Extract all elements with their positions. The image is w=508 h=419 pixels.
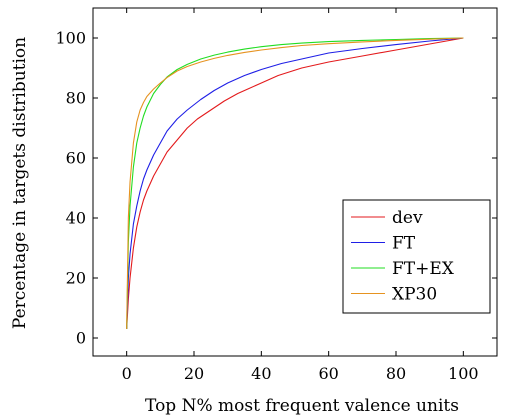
y-axis-label: Percentage in targets distribution: [10, 37, 30, 329]
legend-label-xp30: XP30: [392, 285, 437, 305]
plot-area: [92, 7, 498, 357]
y-tick-label: 20: [66, 269, 86, 288]
x-tick-label: 100: [448, 364, 479, 383]
legend-label-dev: dev: [392, 208, 423, 228]
x-tick-label: 80: [386, 364, 406, 383]
y-tick-label: 40: [66, 209, 86, 228]
x-tick-label: 20: [184, 364, 204, 383]
y-axis: 0 20 40 60 80 100: [55, 29, 497, 348]
legend: dev FT FT+EX XP30: [342, 199, 491, 314]
x-tick-label: 60: [318, 364, 338, 383]
series-line-ft-ex: [126, 37, 464, 330]
y-tick-label: 0: [76, 329, 86, 348]
series-line-dev: [126, 37, 464, 330]
x-tick-label: 0: [122, 364, 132, 383]
series-line-xp30: [126, 37, 464, 330]
legend-label-ft: FT: [392, 234, 416, 254]
series-layer: [126, 37, 464, 330]
y-tick-label: 80: [66, 89, 86, 108]
y-tick-label: 100: [55, 29, 86, 48]
series-line-ft: [126, 37, 464, 330]
y-tick-label: 60: [66, 149, 86, 168]
x-tick-label: 40: [251, 364, 271, 383]
x-axis: 0 20 40 60 80 100: [122, 8, 479, 383]
x-axis-label: Top N% most frequent valence units: [145, 396, 459, 416]
legend-label-ft-ex: FT+EX: [392, 259, 455, 279]
legend-box: [342, 199, 491, 314]
plot-frame: [92, 7, 498, 357]
